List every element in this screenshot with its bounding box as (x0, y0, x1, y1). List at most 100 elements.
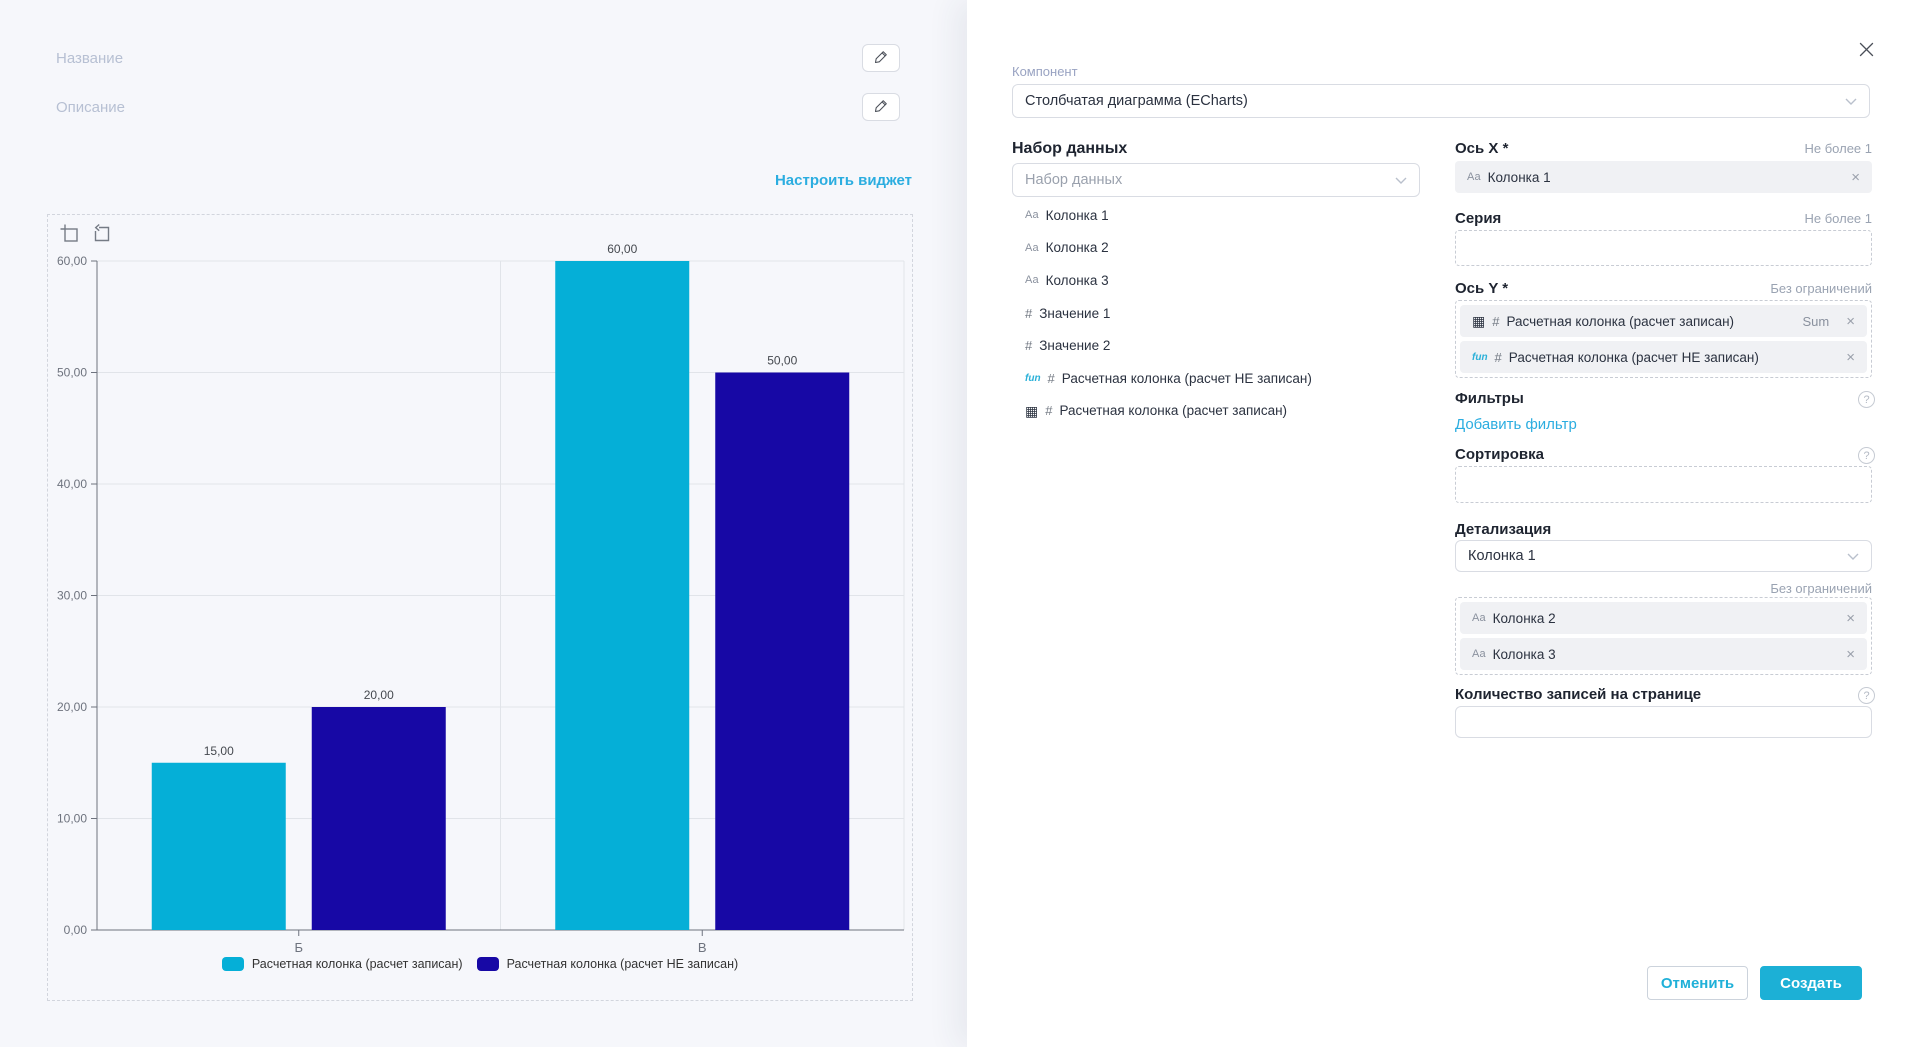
axis-x-limit: Не более 1 (1804, 141, 1872, 156)
dataset-field[interactable]: fun # Расчетная колонка (расчет НЕ записан… (1025, 362, 1425, 395)
calc-field-icon: ▦ (1025, 402, 1039, 419)
field-label: Колонка 2 (1045, 240, 1109, 256)
field-chip[interactable]: ▦ # Расчетная колонка (расчет записан) Sum × (1460, 305, 1867, 337)
page-size-heading: Количество записей на странице (1455, 686, 1702, 703)
dataset-field-list: Аа Колонка 1 Аа Колонка 2 Аа Колонка 3 # Значен… (1025, 199, 1425, 427)
chevron-down-icon (1395, 177, 1407, 184)
axis-y-dropzone[interactable]: ▦ # Расчетная колонка (расчет записан) Sum ×… (1455, 300, 1872, 378)
sorting-dropzone[interactable] (1455, 466, 1872, 503)
detail-dropzone[interactable]: Аа Колонка 2 × Аа Колонка 3 × (1455, 597, 1872, 675)
text-field-icon: Аа (1472, 612, 1486, 624)
restore-icon (91, 223, 111, 246)
svg-text:Б: Б (294, 940, 303, 955)
page-size-help-icon[interactable]: ? (1858, 687, 1875, 704)
widget-preview: 0,00 10,00 20,00 30,00 40,00 50,00 60,00 Б 15,00… (47, 214, 913, 1001)
chip-remove-icon[interactable]: × (1846, 609, 1855, 627)
legend-swatch (476, 957, 499, 971)
svg-text:В: В (698, 940, 707, 955)
field-label: Колонка 1 (1045, 207, 1109, 223)
add-filter-link[interactable]: Добавить фильтр (1455, 416, 1577, 433)
chip-label: Колонка 1 (1487, 169, 1551, 185)
field-chip[interactable]: Аа Колонка 1 × (1455, 161, 1872, 193)
text-field-icon: Аа (1472, 648, 1486, 660)
field-chip[interactable]: Аа Колонка 2 × (1460, 602, 1867, 634)
axis-y-heading: Ось Y * (1455, 280, 1509, 297)
svg-text:50,00: 50,00 (57, 366, 87, 380)
close-button[interactable] (1855, 40, 1877, 62)
dataset-select-placeholder: Набор данных (1025, 172, 1123, 188)
dataset-heading: Набор данных (1012, 140, 1128, 157)
detail-select[interactable]: Колонка 1 (1455, 540, 1872, 572)
dataset-field[interactable]: # Значение 1 (1025, 297, 1425, 330)
legend-item[interactable]: Расчетная колонка (расчет НЕ записан) (476, 957, 739, 971)
aggregation-label[interactable]: Sum (1802, 313, 1830, 329)
bar-Б-series1[interactable] (151, 762, 286, 930)
axis-y-limit: Без ограничений (1770, 281, 1872, 296)
chip-remove-icon[interactable]: × (1846, 312, 1855, 330)
bar-В-series1[interactable] (555, 261, 690, 930)
text-field-icon: Аа (1025, 209, 1039, 222)
svg-text:30,00: 30,00 (57, 589, 87, 603)
filters-heading: Фильтры (1455, 390, 1524, 407)
configure-widget-link[interactable]: Настроить виджет (774, 172, 912, 189)
chip-label: Расчетная колонка (расчет записан) (1506, 313, 1735, 329)
number-field-icon: # (1047, 370, 1055, 386)
calc-field-icon: ▦ (1472, 313, 1486, 329)
detail-heading: Детализация (1455, 521, 1552, 538)
svg-text:50,00: 50,00 (767, 354, 797, 368)
series-dropzone[interactable] (1455, 230, 1872, 266)
sorting-help-icon[interactable]: ? (1858, 447, 1875, 464)
bar-chart: 0,00 10,00 20,00 30,00 40,00 50,00 60,00 Б 15,00… (57, 242, 905, 955)
bar-Б-series2[interactable] (311, 707, 446, 930)
toolbox-restore-button[interactable] (90, 223, 112, 245)
field-label: Расчетная колонка (расчет НЕ записан) (1061, 370, 1312, 386)
component-select[interactable]: Столбчатая диаграмма (ECharts) (1012, 84, 1870, 118)
field-label: Значение 1 (1039, 305, 1111, 321)
series-limit: Не более 1 (1804, 211, 1872, 226)
number-field-icon: # (1025, 338, 1033, 354)
component-select-value: Столбчатая диаграмма (ECharts) (1025, 93, 1248, 109)
legend-label: Расчетная колонка (расчет НЕ записан) (506, 957, 739, 971)
legend-item[interactable]: Расчетная колонка (расчет записан) (221, 957, 463, 971)
chevron-down-icon (1847, 553, 1859, 560)
edit-name-button[interactable] (862, 44, 900, 72)
svg-text:15,00: 15,00 (204, 744, 234, 758)
legend-swatch (221, 957, 244, 971)
series-heading: Серия (1455, 210, 1502, 227)
axis-x-heading: Ось X * (1455, 140, 1509, 157)
dataset-field[interactable]: Аа Колонка 2 (1025, 232, 1425, 265)
chip-remove-icon[interactable]: × (1846, 348, 1855, 366)
cancel-button[interactable]: Отменить (1647, 966, 1748, 1000)
toolbox-zoom-button[interactable] (58, 223, 80, 245)
text-field-icon: Аа (1467, 171, 1481, 183)
filters-help-icon[interactable]: ? (1858, 391, 1875, 408)
chevron-down-icon (1845, 98, 1857, 105)
dataset-field[interactable]: Аа Колонка 3 (1025, 264, 1425, 297)
dataset-field[interactable]: ▦ # Расчетная колонка (расчет записан) (1025, 395, 1425, 428)
dataset-select[interactable]: Набор данных (1012, 163, 1420, 197)
create-button[interactable]: Создать (1760, 966, 1862, 1000)
edit-description-button[interactable] (862, 93, 900, 121)
text-field-icon: Аа (1025, 274, 1039, 287)
chip-remove-icon[interactable]: × (1851, 168, 1860, 186)
bar-В-series2[interactable] (715, 372, 850, 931)
chip-label: Расчетная колонка (расчет НЕ записан) (1508, 349, 1759, 365)
axis-x-dropzone[interactable]: Аа Колонка 1 × (1455, 161, 1872, 193)
widget-name-label: Название (56, 50, 124, 67)
widget-description-label: Описание (56, 99, 126, 116)
page-size-input[interactable] (1455, 706, 1872, 738)
field-chip[interactable]: fun # Расчетная колонка (расчет НЕ записан… (1460, 341, 1867, 373)
pencil-icon (874, 49, 889, 67)
zoom-select-icon (59, 223, 79, 246)
field-chip[interactable]: Аа Колонка 3 × (1460, 638, 1867, 670)
dataset-field[interactable]: Аа Колонка 1 (1025, 199, 1425, 232)
svg-text:0,00: 0,00 (64, 923, 88, 937)
dataset-field[interactable]: # Значение 2 (1025, 329, 1425, 362)
svg-text:20,00: 20,00 (364, 688, 394, 702)
svg-text:10,00: 10,00 (57, 812, 87, 826)
chip-remove-icon[interactable]: × (1846, 645, 1855, 663)
chip-label: Колонка 3 (1492, 646, 1556, 662)
widget-settings-panel: Компонент Столбчатая диаграмма (ECharts)… (967, 0, 1919, 1047)
number-field-icon: # (1492, 313, 1500, 329)
chip-label: Колонка 2 (1492, 610, 1556, 626)
